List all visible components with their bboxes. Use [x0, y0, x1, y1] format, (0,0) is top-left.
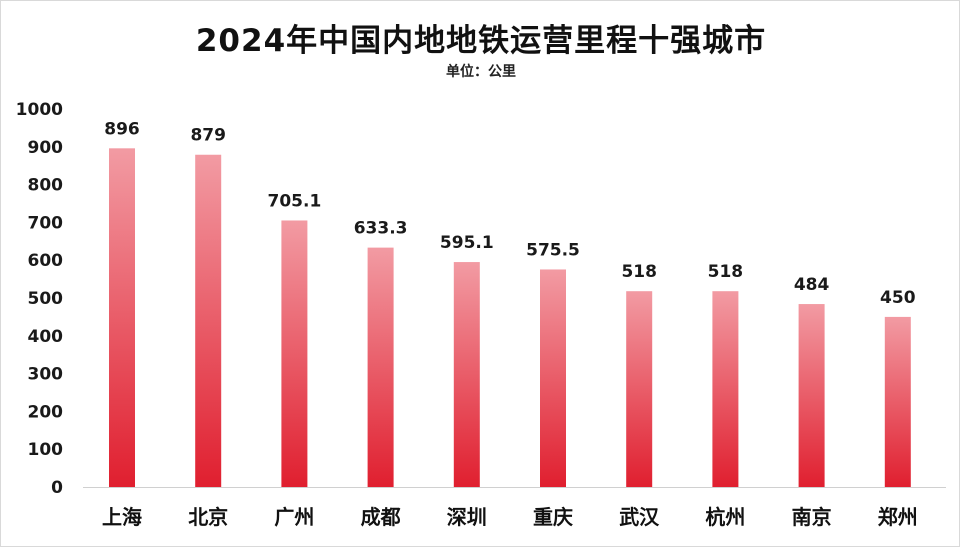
y-tick-label: 900 — [28, 138, 64, 158]
y-tick-label: 1000 — [16, 100, 63, 120]
bar-4 — [367, 247, 394, 487]
data-label: 879 — [190, 126, 226, 146]
y-tick-label: 600 — [28, 251, 64, 271]
data-label: 705.1 — [268, 191, 322, 211]
category-label: 重庆 — [533, 505, 573, 529]
category-label: 深圳 — [447, 505, 487, 529]
data-label: 484 — [794, 275, 830, 295]
data-label: 450 — [880, 288, 916, 308]
y-tick-label: 500 — [28, 289, 64, 309]
y-tick-label: 200 — [28, 402, 64, 422]
chart-title: 2024年中国内地地铁运营里程十强城市 — [195, 23, 767, 59]
y-tick-label: 300 — [28, 365, 64, 385]
bar-5 — [453, 262, 480, 487]
category-label: 郑州 — [878, 505, 918, 529]
data-label: 518 — [621, 262, 657, 282]
y-axis: 0 100 200 300 400 500 600 700 800 900 1000 — [16, 100, 63, 498]
category-label: 广州 — [274, 505, 314, 529]
y-tick-label: 800 — [28, 176, 64, 196]
category-label: 上海 — [102, 505, 142, 529]
y-tick-label: 400 — [28, 327, 64, 347]
bar-10 — [884, 316, 911, 487]
data-label: 518 — [708, 262, 744, 282]
category-label: 武汉 — [619, 505, 660, 529]
bar-1 — [109, 148, 135, 487]
chart-subtitle: 单位：公里 — [446, 64, 516, 80]
data-label: 575.5 — [526, 240, 580, 260]
x-axis: 上海 北京 广州 成都 深圳 重庆 武汉 杭州 南京 郑州 — [83, 487, 946, 529]
bar-9 — [798, 304, 825, 487]
category-label: 北京 — [188, 505, 228, 529]
bar-6 — [540, 269, 566, 487]
data-label: 633.3 — [354, 219, 408, 239]
data-label: 896 — [104, 119, 140, 139]
category-label: 成都 — [361, 505, 401, 529]
y-tick-label: 700 — [28, 213, 64, 233]
y-tick-label: 100 — [28, 440, 64, 460]
bar-8 — [712, 291, 739, 487]
bar-2 — [195, 154, 222, 487]
bar-3 — [281, 220, 308, 487]
bars-group: 896 879 705.1 633.3 595.1 575.5 518 518 484 450 — [104, 119, 916, 487]
category-label: 南京 — [792, 505, 832, 529]
bar-7 — [626, 291, 653, 487]
data-label: 595.1 — [440, 233, 494, 253]
y-tick-label: 0 — [51, 478, 63, 498]
category-label: 杭州 — [705, 505, 745, 529]
